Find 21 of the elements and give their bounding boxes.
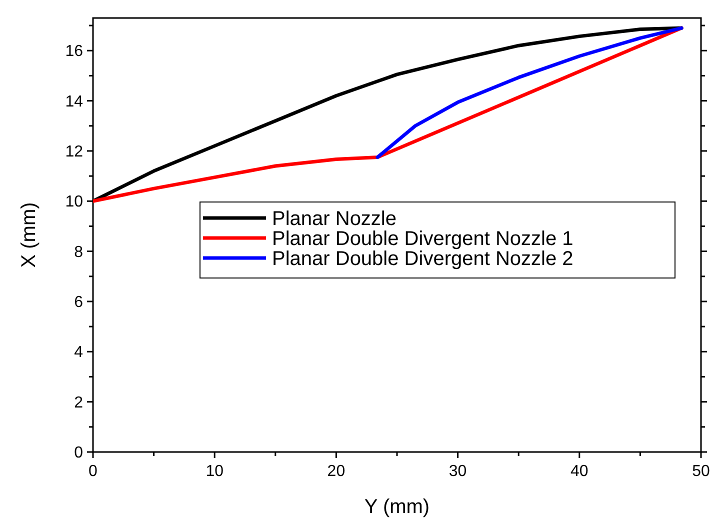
x-tick-label: 40 (570, 463, 588, 480)
y-tick-label: 14 (65, 93, 84, 110)
x-tick-label: 0 (88, 463, 98, 480)
line-series (376, 26, 684, 159)
x-tick-label: 10 (206, 463, 224, 480)
y-tick-label: 16 (65, 43, 84, 60)
y-tick-label: 8 (74, 244, 84, 261)
y-tick-label: 4 (74, 344, 84, 362)
y-tick-label: 0 (74, 444, 84, 462)
x-tick-label: 20 (327, 463, 346, 480)
x-axis-title: Y (mm) (364, 496, 430, 518)
x-tick-label: 50 (692, 463, 710, 480)
x-tick-label: 30 (448, 463, 467, 480)
legend-label: Planar Double Divergent Nozzle 1 (272, 228, 574, 250)
y-tick-label: 2 (74, 394, 84, 412)
y-tick-label: 6 (74, 294, 84, 311)
legend-label: Planar Double Divergent Nozzle 2 (272, 248, 574, 270)
y-tick-label: 12 (65, 143, 84, 160)
y-tick-label: 10 (65, 194, 84, 211)
y-axis-title: X (mm) (18, 202, 40, 268)
legend-label: Planar Nozzle (272, 208, 397, 230)
